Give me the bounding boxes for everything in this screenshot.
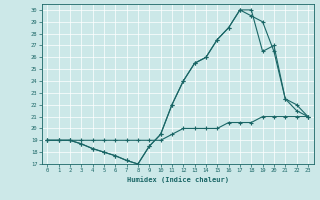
X-axis label: Humidex (Indice chaleur): Humidex (Indice chaleur) — [127, 176, 228, 183]
